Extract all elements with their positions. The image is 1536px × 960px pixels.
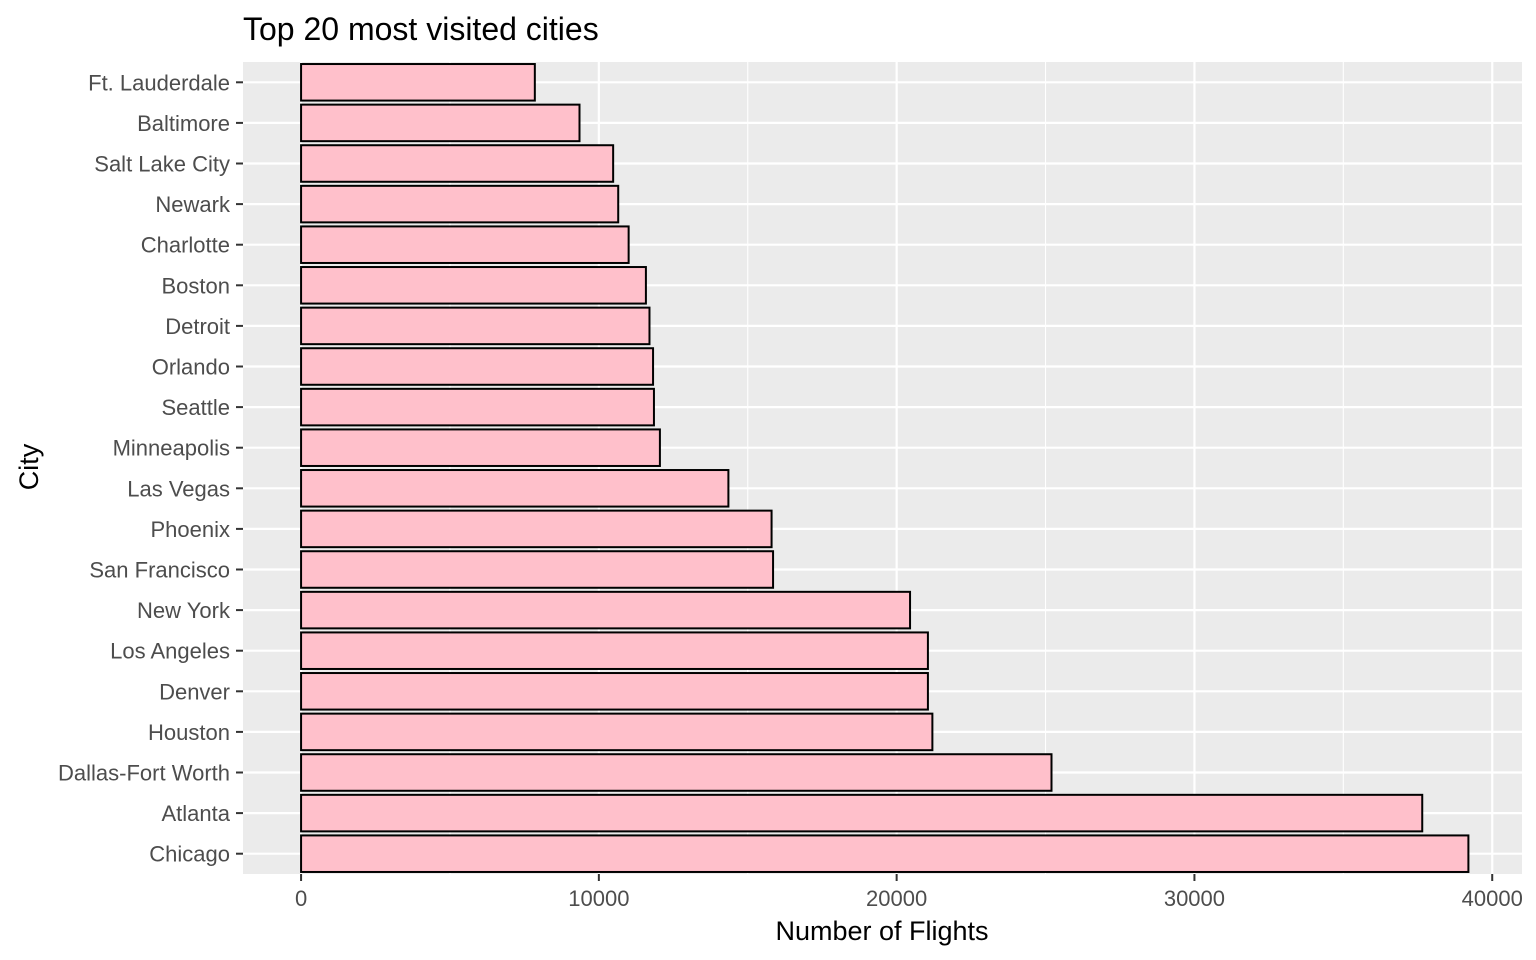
x-tick-label: 10000: [568, 886, 629, 911]
x-tick-label: 20000: [866, 886, 927, 911]
bar-baltimore: [300, 103, 581, 143]
bar-minneapolis: [300, 428, 661, 467]
y-tick-label: Charlotte: [141, 233, 230, 258]
bar-los-angeles: [300, 631, 929, 670]
bar-phoenix: [300, 509, 773, 549]
x-tick-label: 30000: [1164, 886, 1225, 911]
y-tick-label: New York: [137, 598, 231, 623]
y-tick-label: Orlando: [152, 355, 230, 380]
x-tick-label: 40000: [1462, 886, 1523, 911]
y-tick-label: Los Angeles: [110, 639, 230, 664]
bar-detroit: [300, 306, 651, 346]
chart-title: Top 20 most visited cities: [243, 11, 599, 47]
bar-san-francisco: [300, 550, 775, 589]
bar-boston: [300, 266, 647, 305]
bar-salt-lake-city: [300, 144, 615, 183]
y-tick-label: Chicago: [149, 842, 230, 867]
y-tick-label: Atlanta: [162, 801, 231, 826]
x-tick-label: 0: [295, 886, 307, 911]
plot-panel: [243, 62, 1522, 874]
y-axis: Chicago Atlanta Dallas-Fort Worth Houston De…: [58, 70, 243, 867]
y-tick-label: San Francisco: [89, 558, 230, 583]
bar-atlanta: [300, 793, 1424, 833]
bar-dallas-fort-worth: [300, 753, 1053, 792]
y-tick-label: Salt Lake City: [94, 152, 230, 177]
bar-ft-lauderdale: [300, 63, 536, 102]
x-axis: 0 10000 20000 30000 40000: [295, 874, 1523, 911]
bar-denver: [300, 672, 929, 711]
y-tick-label: Boston: [162, 273, 231, 298]
bars: [300, 63, 1470, 873]
y-tick-label: Baltimore: [137, 111, 230, 136]
y-axis-title: City: [14, 443, 44, 490]
y-tick-label: Houston: [148, 720, 230, 745]
y-tick-label: Denver: [159, 679, 230, 704]
y-tick-label: Detroit: [165, 314, 230, 339]
bar-charlotte: [300, 225, 630, 264]
bar-chicago: [300, 834, 1470, 873]
x-axis-title: Number of Flights: [775, 916, 988, 946]
y-tick-label: Ft. Lauderdale: [88, 70, 230, 95]
bar-las-vegas: [300, 469, 730, 508]
bar-houston: [300, 712, 934, 752]
bar-newark: [300, 184, 620, 224]
y-tick-label: Las Vegas: [127, 476, 230, 501]
y-tick-label: Dallas-Fort Worth: [58, 761, 230, 786]
bar-new-york: [300, 590, 912, 630]
y-tick-label: Newark: [155, 192, 231, 217]
y-tick-label: Seattle: [162, 395, 231, 420]
bar-seattle: [300, 387, 655, 427]
bar-orlando: [300, 347, 655, 386]
y-tick-label: Phoenix: [150, 517, 230, 542]
y-tick-label: Minneapolis: [113, 436, 230, 461]
